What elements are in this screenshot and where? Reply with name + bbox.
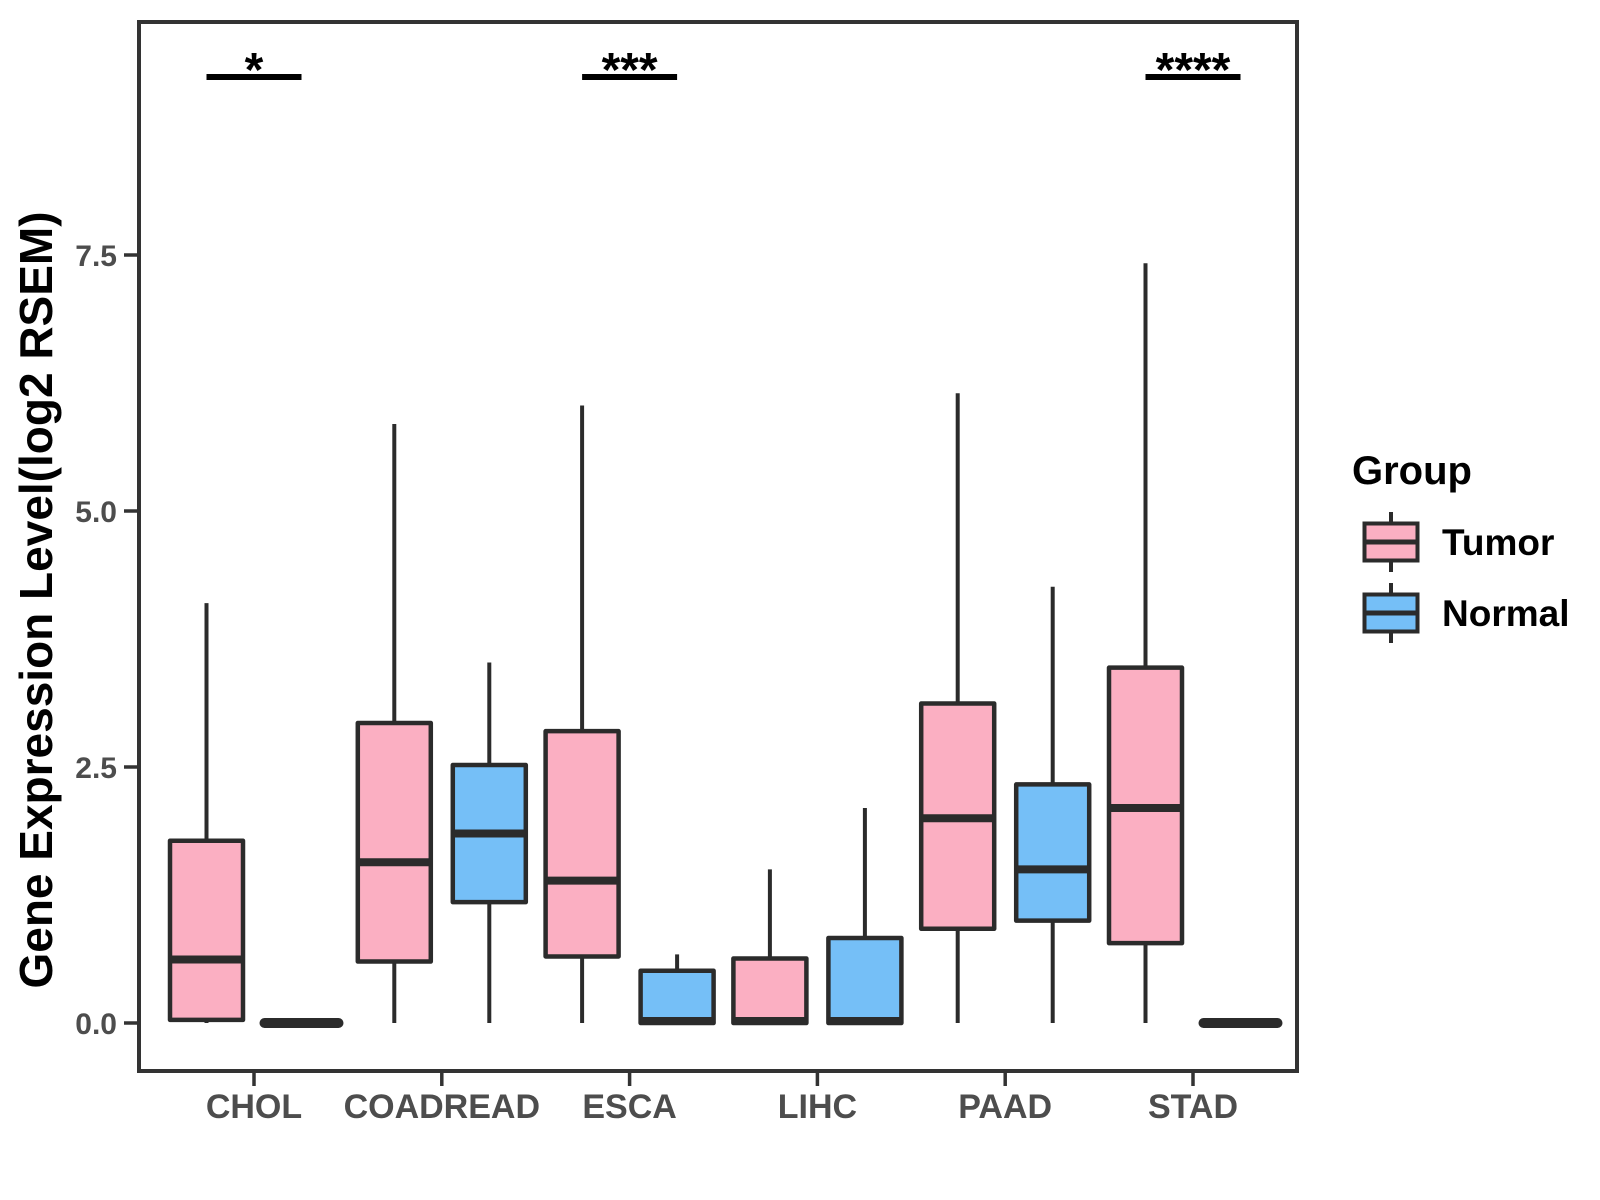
y-tick-label-2.5: 2.5 <box>75 752 117 785</box>
y-tick-label-5.0: 5.0 <box>75 496 117 529</box>
box-tumor-ESCA <box>543 728 621 959</box>
legend-label-normal: Normal <box>1442 593 1569 634</box>
legend-label-tumor: Tumor <box>1442 522 1554 563</box>
y-tick-label-0.0: 0.0 <box>75 1008 117 1041</box>
legend-key-tumor <box>1362 512 1420 572</box>
legend-title: Group <box>1352 449 1472 493</box>
x-tick-label-ESCA: ESCA <box>582 1088 676 1126</box>
x-tick-label-LIHC: LIHC <box>778 1088 857 1126</box>
significance-stars-CHOL: * <box>245 44 264 97</box>
significance-stars-ESCA: *** <box>602 44 658 97</box>
y-axis-title: Gene Expression Level(log2 RSEM) <box>10 211 62 988</box>
box-tumor-COADREAD <box>355 720 434 964</box>
box-tumor-CHOL <box>167 838 246 1023</box>
legend-key-normal <box>1362 583 1420 643</box>
box-normal-LIHC <box>826 935 904 1026</box>
x-tick-label-CHOL: CHOL <box>206 1088 302 1126</box>
panel-border <box>137 20 1299 1073</box>
y-tick-label-7.5: 7.5 <box>75 240 117 273</box>
x-tick-label-PAAD: PAAD <box>958 1088 1052 1126</box>
box-tumor-LIHC <box>731 956 809 1026</box>
box-normal-PAAD <box>1013 782 1092 923</box>
x-tick-label-STAD: STAD <box>1148 1088 1238 1126</box>
significance-stars-STAD: **** <box>1156 44 1231 97</box>
box-normal-ESCA <box>638 968 716 1026</box>
x-tick-label-COADREAD: COADREAD <box>344 1088 540 1126</box>
